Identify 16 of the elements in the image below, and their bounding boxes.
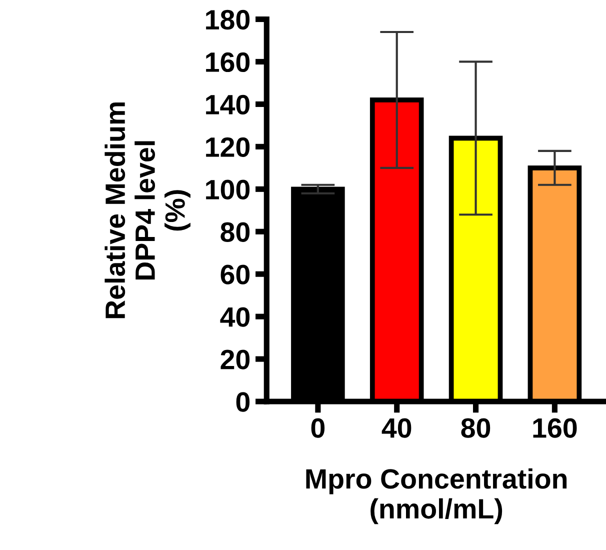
y-tick-label: 160 bbox=[206, 52, 250, 72]
y-tick-label: 20 bbox=[220, 350, 250, 370]
x-tick-label: 80 bbox=[461, 418, 490, 438]
y-axis-title: Relative Medium DPP4 level (%) bbox=[104, 102, 190, 318]
x-axis-title: Mpro Concentration (nmol/mL) bbox=[306, 468, 567, 524]
y-tick-label: 100 bbox=[206, 180, 250, 200]
y-tick-label: 40 bbox=[220, 307, 250, 327]
y-tick-label: 140 bbox=[206, 94, 250, 115]
y-tick-label: 0 bbox=[236, 392, 250, 412]
x-tick-label: 160 bbox=[533, 418, 577, 438]
y-tick-label: 120 bbox=[206, 137, 250, 158]
y-tick-label: 60 bbox=[220, 264, 250, 284]
x-tick-label: 40 bbox=[382, 418, 412, 438]
y-tick-label: 180 bbox=[206, 10, 250, 30]
x-tick-label: 0 bbox=[311, 418, 325, 438]
y-tick-label: 80 bbox=[220, 222, 250, 242]
